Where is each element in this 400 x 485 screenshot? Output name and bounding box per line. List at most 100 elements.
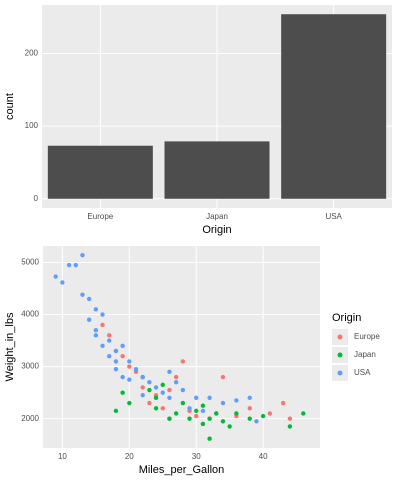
legend-label: Europe: [354, 332, 380, 341]
point: [127, 377, 132, 382]
point: [140, 385, 145, 390]
y-axis-title: count: [4, 93, 16, 120]
point: [147, 387, 152, 393]
x-tick-label: Europe: [87, 212, 113, 221]
x-tick-label: 20: [125, 452, 134, 461]
point: [227, 424, 232, 429]
point: [100, 312, 105, 317]
point: [66, 262, 72, 268]
y-tick-label: 200: [25, 49, 39, 58]
point: [73, 262, 78, 268]
point: [120, 353, 125, 359]
point: [247, 395, 252, 401]
point: [120, 390, 125, 395]
y-tick-label: 2000: [21, 414, 39, 423]
x-tick-label: 30: [192, 452, 201, 461]
bar: [47, 145, 153, 199]
point: [86, 296, 92, 302]
point: [260, 413, 266, 419]
point: [160, 390, 165, 395]
point: [200, 403, 206, 408]
y-tick-label: 0: [34, 194, 39, 203]
y-tick-label: 3000: [21, 362, 39, 371]
point: [234, 398, 239, 403]
point: [113, 348, 119, 354]
point: [220, 400, 226, 406]
point: [180, 400, 186, 406]
y-tick-label: 5000: [21, 258, 39, 267]
point: [113, 408, 119, 414]
point: [100, 322, 105, 328]
point: [167, 387, 172, 393]
point: [214, 411, 219, 416]
point: [267, 411, 273, 416]
point: [173, 374, 179, 380]
x-tick-label: 40: [259, 452, 268, 461]
panel: [43, 246, 320, 448]
point: [80, 252, 85, 258]
point: [113, 367, 119, 372]
legend-label: Japan: [354, 350, 376, 359]
x-tick-label: 10: [58, 452, 67, 461]
legend-label: USA: [354, 368, 371, 377]
legend-title: Origin: [332, 312, 361, 324]
x-tick-label: Japan: [206, 212, 228, 221]
point: [127, 400, 132, 406]
x-axis-title: Miles_per_Gallon: [139, 464, 225, 476]
point: [107, 353, 112, 359]
point: [107, 333, 112, 338]
point: [140, 393, 145, 398]
point: [200, 421, 206, 427]
point: [113, 359, 119, 364]
point: [160, 382, 165, 388]
bar: [164, 141, 270, 199]
point: [120, 374, 125, 380]
point: [200, 408, 206, 414]
point: [287, 416, 293, 421]
point: [133, 367, 139, 372]
point: [247, 406, 252, 411]
point: [153, 385, 159, 390]
point: [127, 359, 132, 364]
point: [160, 406, 165, 411]
point: [93, 327, 99, 333]
point: [120, 343, 125, 348]
point: [153, 406, 159, 411]
point: [187, 416, 192, 421]
point: [194, 413, 199, 419]
point: [180, 359, 186, 364]
point: [180, 387, 186, 393]
point: [60, 280, 65, 285]
point: [93, 333, 99, 338]
point: [194, 408, 199, 414]
point: [247, 416, 252, 421]
point: [254, 419, 259, 424]
point: [53, 274, 58, 279]
y-tick-label: 4000: [21, 310, 39, 319]
point: [100, 343, 105, 348]
legend-marker: [337, 370, 343, 376]
point: [86, 317, 92, 322]
point: [173, 380, 179, 385]
point: [147, 400, 152, 406]
y-tick-label: 100: [25, 121, 39, 130]
point: [167, 369, 172, 375]
legend-marker: [337, 352, 343, 358]
point: [194, 395, 199, 401]
point: [287, 424, 293, 429]
point: [167, 395, 172, 401]
point: [107, 338, 112, 343]
x-axis-title: Origin: [202, 224, 231, 236]
point: [234, 411, 239, 416]
point: [80, 292, 85, 297]
point: [207, 395, 212, 401]
point: [127, 364, 132, 369]
point: [281, 400, 286, 406]
y-axis-title: Weight_in_lbs: [4, 312, 16, 381]
point: [207, 436, 212, 441]
legend-marker: [337, 334, 343, 340]
point: [140, 374, 145, 380]
point: [187, 406, 192, 411]
point: [93, 307, 99, 312]
